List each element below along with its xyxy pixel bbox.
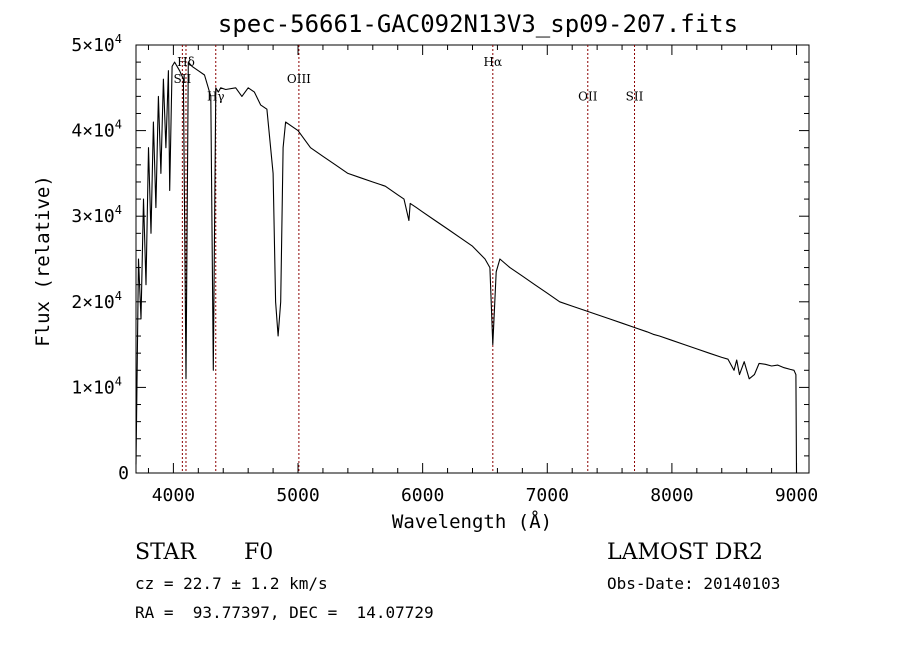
spectral-line-label: OII xyxy=(578,89,598,103)
subclass: F0 xyxy=(244,540,274,565)
y-tick-label: 4×104 xyxy=(71,118,122,142)
spectral-line-label: SII xyxy=(626,89,644,103)
x-axis-label: Wavelength (Å) xyxy=(392,510,552,533)
x-tick-label: 7000 xyxy=(526,485,569,506)
spectral-line-label: SII xyxy=(174,72,192,86)
y-tick-exponent: 4 xyxy=(115,203,122,217)
y-tick-exponent: 4 xyxy=(115,374,122,388)
y-tick-exponent: 4 xyxy=(115,32,122,46)
y-tick-exponent: 4 xyxy=(115,118,122,132)
x-tick-label: 5000 xyxy=(276,485,319,506)
y-tick-label: 2×104 xyxy=(71,289,122,313)
obs-date: Obs-Date: 20140103 xyxy=(607,574,781,593)
y-tick-label: 3×104 xyxy=(71,203,122,227)
x-tick-label: 6000 xyxy=(401,485,444,506)
spectrum-line xyxy=(135,61,798,474)
chart-title: spec-56661-GAC092N13V3_sp09-207.fits xyxy=(218,10,738,38)
y-tick-label: 1×104 xyxy=(71,374,122,398)
survey-name: LAMOST DR2 xyxy=(607,540,763,565)
plot-frame xyxy=(135,44,810,474)
spectral-line-label: Hδ xyxy=(177,55,195,69)
y-tick-label: 5×104 xyxy=(71,32,122,56)
x-tick-label: 4000 xyxy=(152,485,195,506)
x-tick-label: 9000 xyxy=(775,485,818,506)
spectral-line-label: Hα xyxy=(484,55,503,69)
redshift-cz: cz = 22.7 ± 1.2 km/s xyxy=(135,574,328,593)
spectral-line-label: OIII xyxy=(287,72,311,86)
y-tick-exponent: 4 xyxy=(115,289,122,303)
coordinates: RA = 93.77397, DEC = 14.07729 xyxy=(135,603,434,622)
x-tick-label: 8000 xyxy=(650,485,693,506)
y-axis-label: Flux (relative) xyxy=(32,175,54,347)
y-tick-label: 0 xyxy=(118,463,129,484)
object-class: STAR xyxy=(135,540,196,565)
